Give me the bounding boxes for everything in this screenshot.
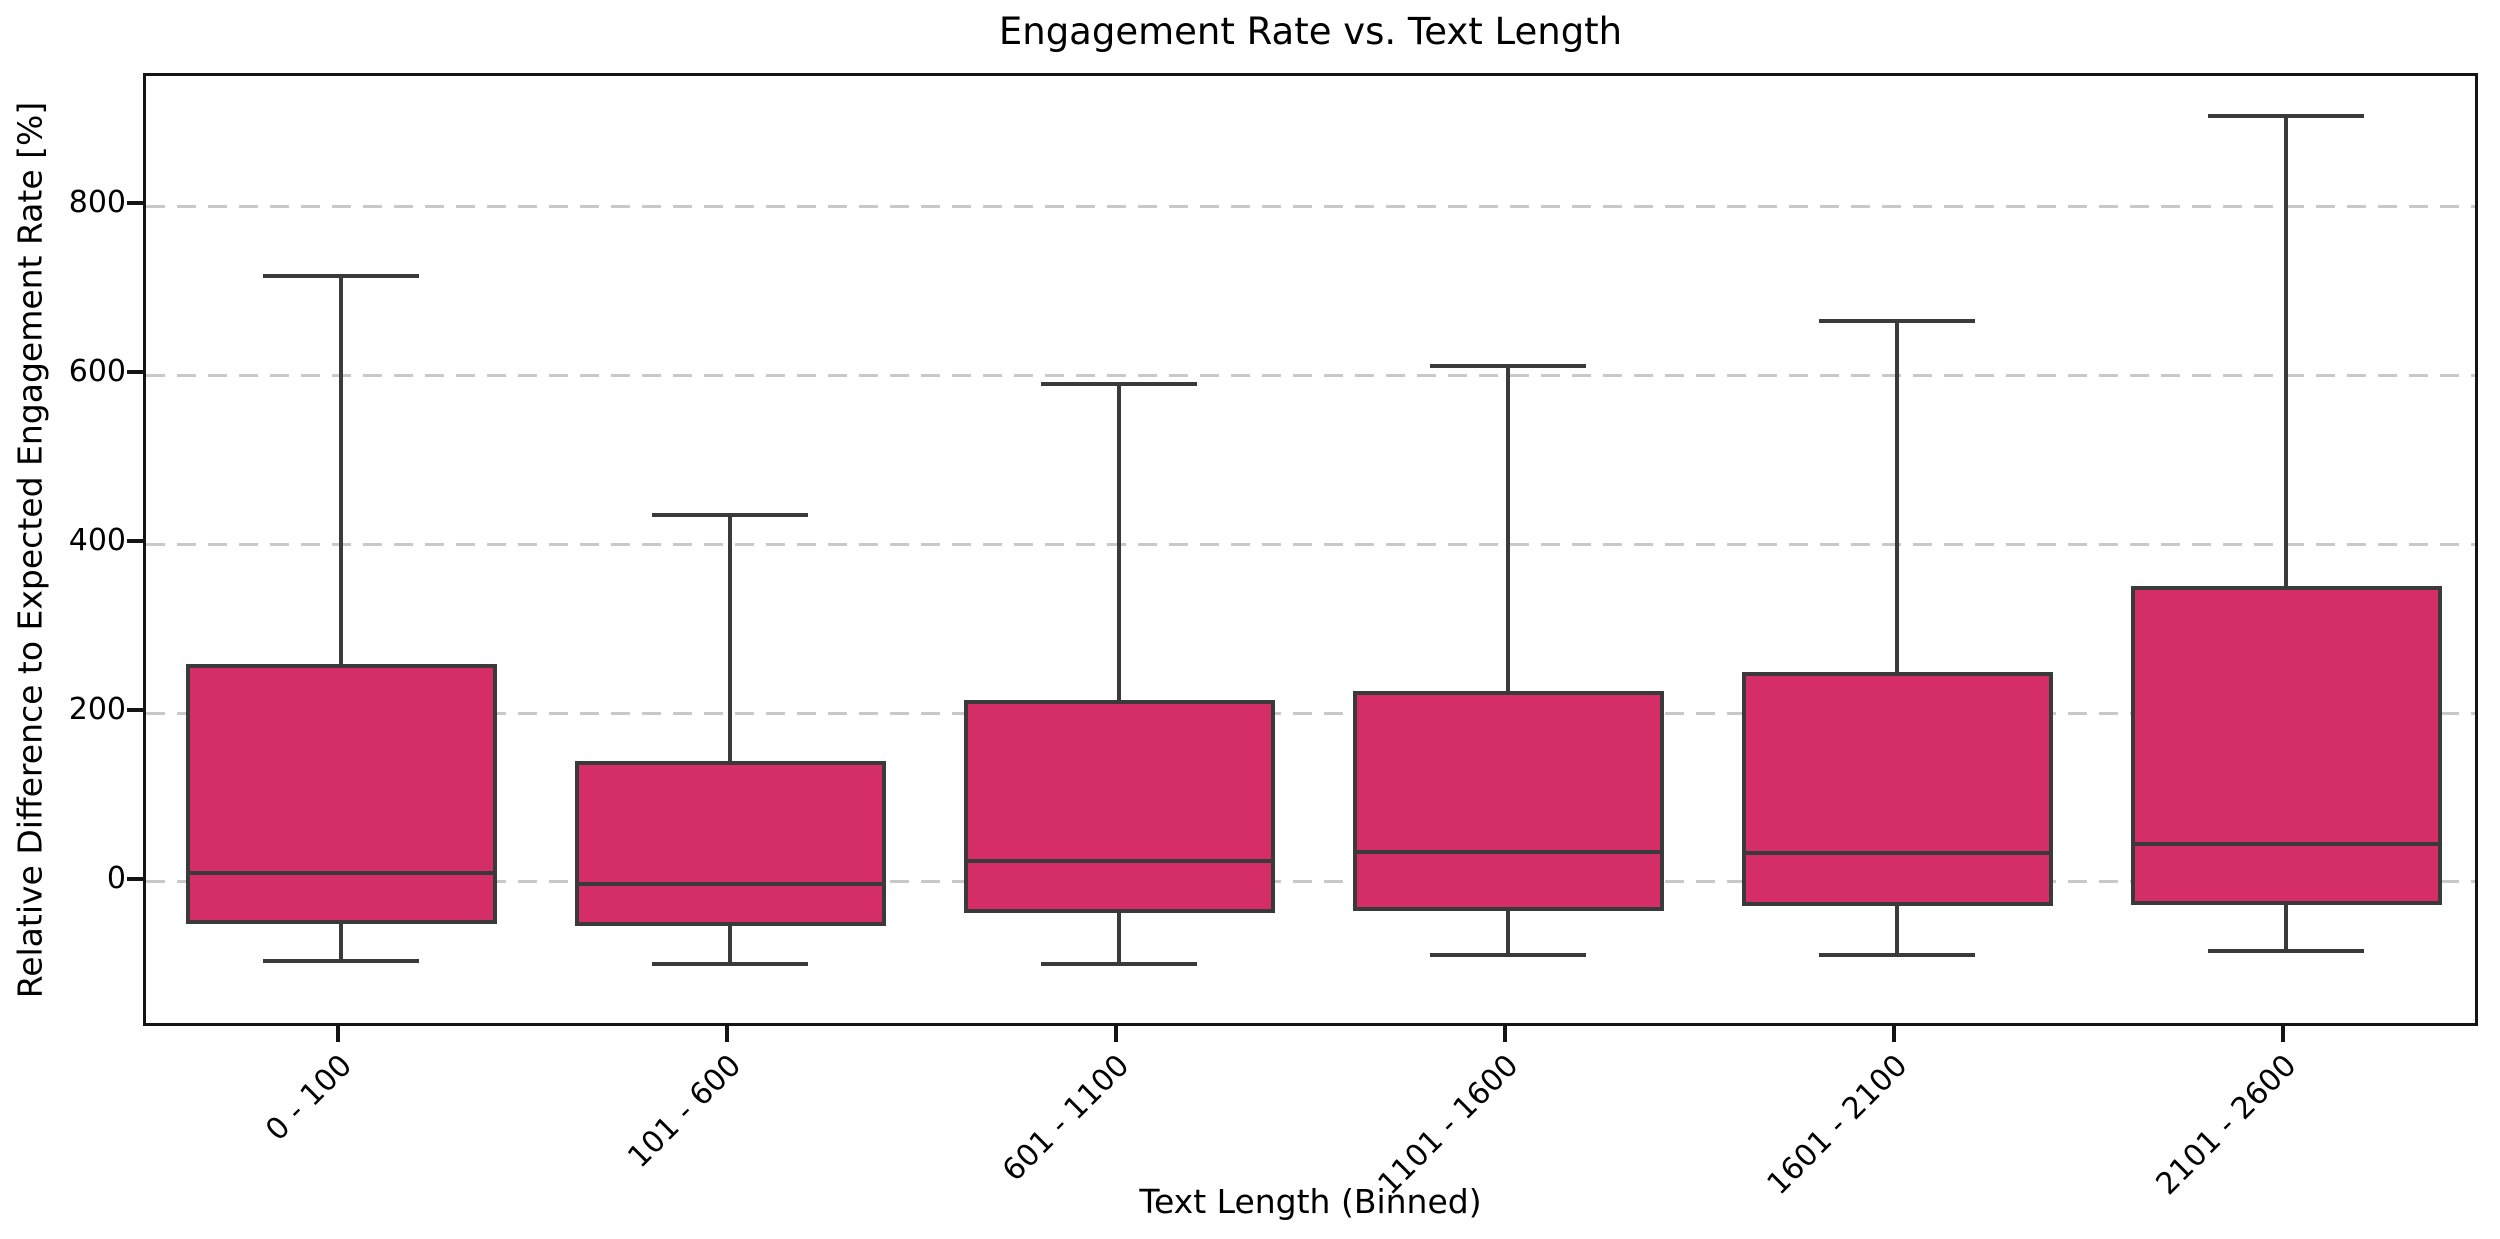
gridline [146, 204, 2475, 208]
box [1741, 672, 2053, 906]
y-tick-label: 600 [68, 354, 126, 390]
median-line [1352, 849, 1664, 854]
whisker-lower [1117, 913, 1121, 964]
gridline [146, 711, 2475, 715]
gridline [146, 880, 2475, 884]
whisker-cap-upper [2208, 113, 2364, 118]
whisker-cap-lower [2208, 949, 2364, 954]
whisker-cap-upper [1041, 381, 1197, 386]
whisker-upper [728, 515, 732, 762]
y-tick-mark [127, 539, 143, 544]
x-tick-label-text: 2101 - 2600 [2149, 1048, 2304, 1202]
x-tick-mark [725, 1026, 729, 1042]
whisker-lower [1895, 905, 1899, 956]
x-tick-mark [1114, 1026, 1118, 1042]
x-tick-label-text: 0 - 100 [258, 1048, 359, 1148]
y-tick-mark [127, 370, 143, 375]
whisker-cap-lower [652, 961, 808, 966]
x-axis-label: Text Length (Binned) [1139, 1182, 1482, 1221]
y-tick-mark [127, 201, 143, 206]
whisker-cap-upper [1430, 363, 1586, 368]
x-tick-label-text: 601 - 1100 [996, 1048, 1137, 1189]
whisker-cap-upper [652, 513, 808, 518]
y-tick-label: 200 [68, 692, 126, 728]
whisker-cap-upper [1819, 319, 1975, 323]
median-line [1741, 851, 2053, 856]
whisker-lower [2284, 904, 2288, 952]
median-line [2130, 841, 2442, 846]
whisker-upper [339, 276, 343, 664]
gridline [146, 373, 2475, 377]
x-tick-mark [336, 1026, 340, 1042]
median-line [185, 870, 497, 875]
y-tick-label: 400 [68, 523, 126, 559]
gridline [146, 542, 2475, 546]
whisker-upper [1117, 383, 1121, 701]
y-tick-label: 0 [106, 860, 126, 896]
whisker-lower [1506, 910, 1510, 956]
box [963, 700, 1275, 914]
whisker-cap-upper [263, 274, 419, 279]
median-line [574, 881, 886, 886]
x-tick-label-text: 1601 - 2100 [1760, 1048, 1915, 1202]
y-tick-mark [127, 876, 143, 881]
whisker-cap-lower [1430, 953, 1586, 958]
x-tick-mark [1503, 1026, 1507, 1042]
x-tick-mark [1892, 1026, 1896, 1042]
median-line [963, 858, 1275, 863]
whisker-lower [728, 925, 732, 964]
x-tick-label-text: 1101 - 1600 [1371, 1048, 1526, 1202]
x-tick-label-text: 101 - 600 [620, 1048, 748, 1175]
box [574, 761, 886, 926]
box [185, 664, 497, 925]
x-tick-mark [2281, 1026, 2285, 1042]
box [2130, 586, 2442, 905]
y-tick-mark [127, 708, 143, 713]
whisker-cap-lower [1819, 953, 1975, 958]
whisker-cap-lower [263, 958, 419, 963]
whisker-lower [339, 924, 343, 961]
whisker-cap-lower [1041, 961, 1197, 966]
box [1352, 691, 1664, 911]
chart-title: Engagement Rate vs. Text Length [998, 10, 1623, 53]
whisker-upper [2284, 115, 2288, 587]
plot-area [143, 73, 2478, 1026]
y-tick-label: 800 [68, 185, 126, 221]
whisker-upper [1895, 321, 1899, 673]
whisker-upper [1506, 365, 1510, 692]
